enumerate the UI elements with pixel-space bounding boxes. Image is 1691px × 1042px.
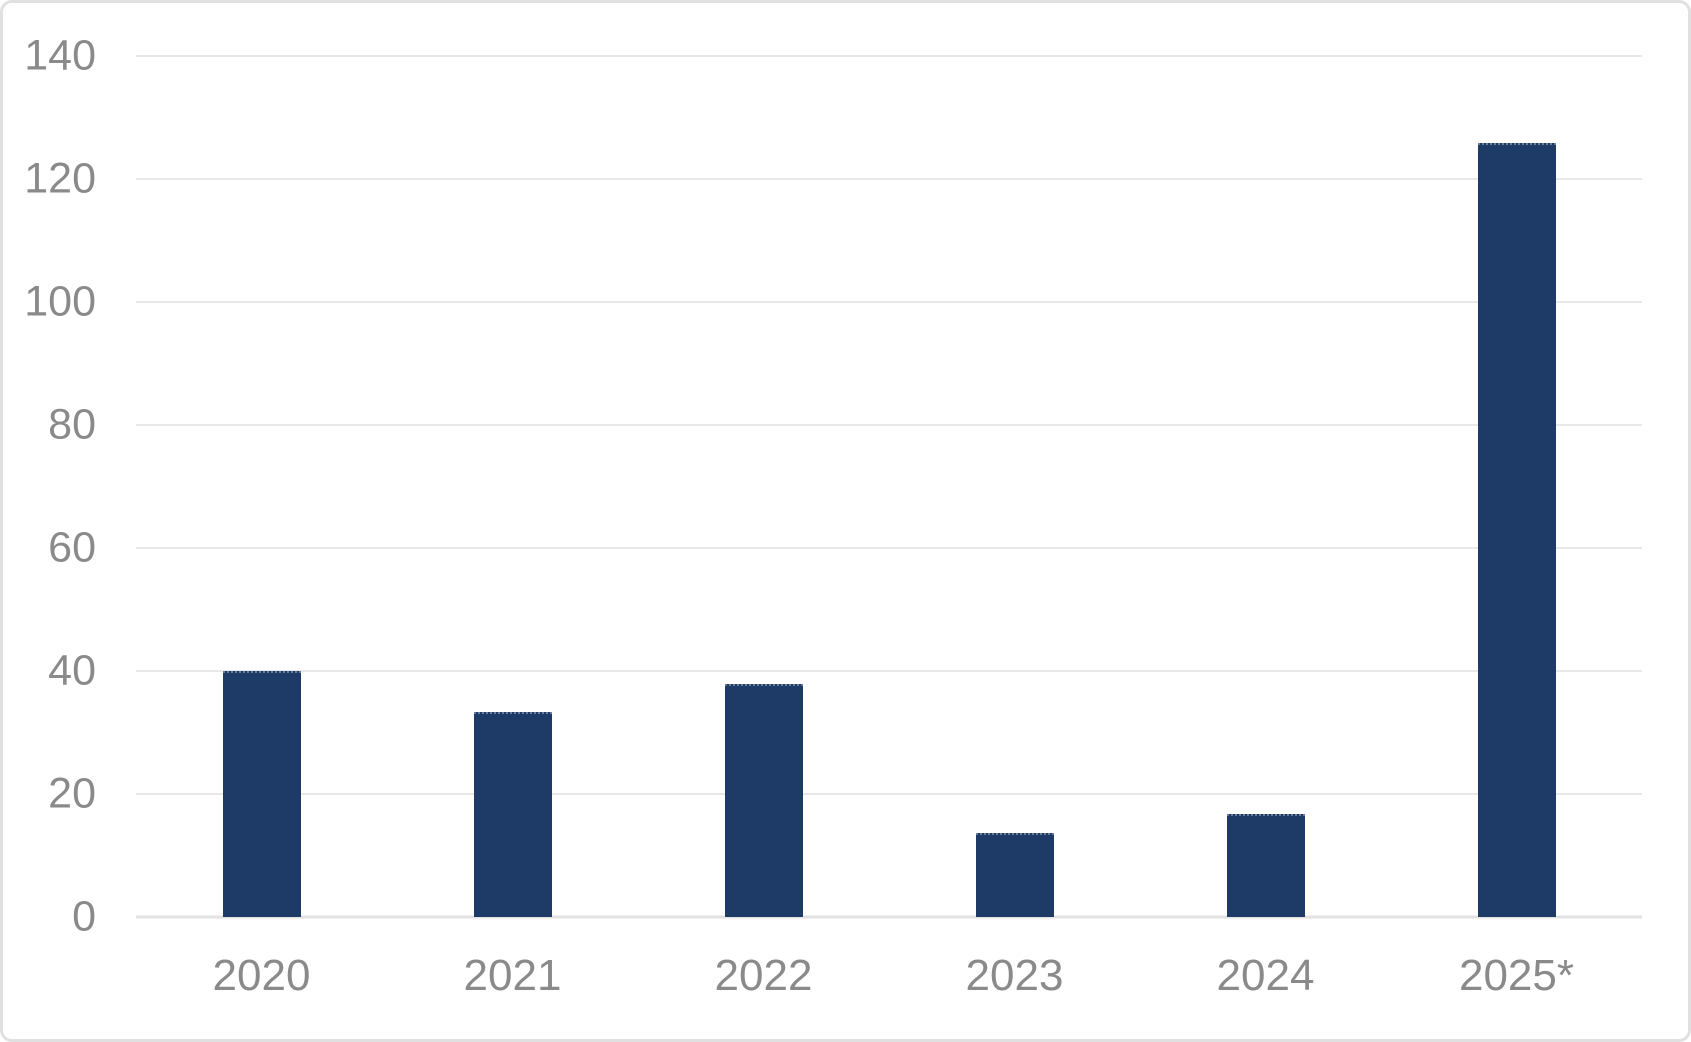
gridline [136, 670, 1642, 672]
gridline [136, 178, 1642, 180]
plot-area [136, 55, 1642, 919]
x-axis-tick-label: 2021 [463, 951, 562, 1000]
bar-2023 [975, 832, 1054, 917]
gridline [136, 547, 1642, 549]
y-axis-tick-label: 100 [24, 277, 96, 326]
bar-2022 [724, 683, 803, 917]
y-axis-tick-label: 80 [48, 400, 96, 449]
x-axis-baseline [136, 915, 1642, 919]
y-axis: 0 20 40 60 80 100 120 140 [3, 3, 96, 1039]
y-axis-tick-label: 60 [48, 523, 96, 572]
x-axis-tick-label: 2025* [1458, 951, 1575, 1000]
gridline [136, 424, 1642, 426]
bar-2024 [1226, 813, 1305, 917]
bar-2021 [473, 712, 552, 917]
x-axis: 2020 2021 2022 2023 2024 2025* [3, 3, 1688, 1039]
x-axis-tick-label: 2024 [1216, 951, 1315, 1000]
bar-2020 [222, 671, 301, 917]
x-axis-tick-label: 2022 [714, 951, 813, 1000]
x-axis-tick-label: 2020 [212, 951, 311, 1000]
gridline [136, 55, 1642, 57]
bar-2025 [1477, 143, 1556, 917]
bar-chart: 0 20 40 60 80 100 120 140 2020 2021 2022 2023 2024 2… [3, 3, 1688, 1039]
y-axis-tick-label: 140 [24, 31, 96, 80]
y-axis-tick-label: 20 [48, 769, 96, 818]
y-axis-tick-label: 0 [72, 892, 96, 941]
y-axis-tick-label: 40 [48, 646, 96, 695]
x-axis-tick-label: 2023 [965, 951, 1064, 1000]
gridline [136, 793, 1642, 795]
y-axis-tick-label: 120 [24, 154, 96, 203]
gridline [136, 301, 1642, 303]
